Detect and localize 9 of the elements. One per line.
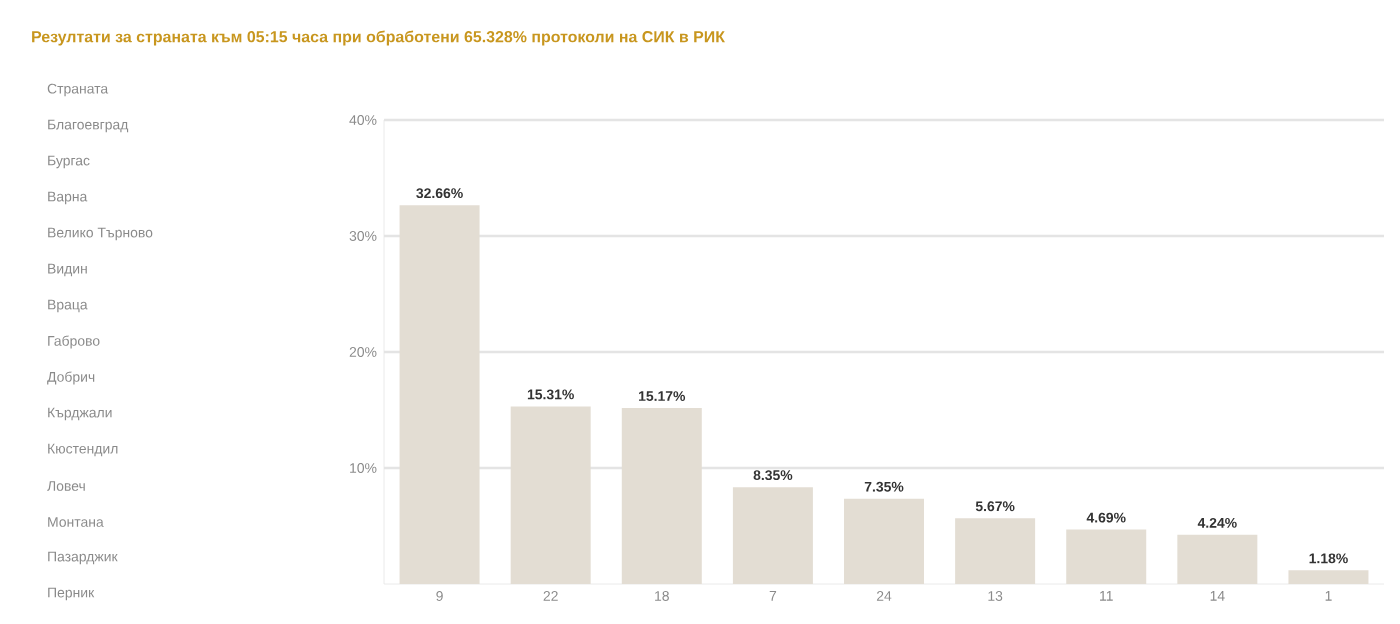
bar — [621, 408, 702, 584]
bar — [1066, 529, 1147, 584]
bar — [510, 406, 591, 584]
bar — [399, 205, 480, 584]
bar — [844, 498, 925, 584]
bar — [1288, 570, 1369, 584]
bar — [732, 487, 813, 584]
bar — [1177, 534, 1258, 584]
bar — [955, 518, 1036, 584]
